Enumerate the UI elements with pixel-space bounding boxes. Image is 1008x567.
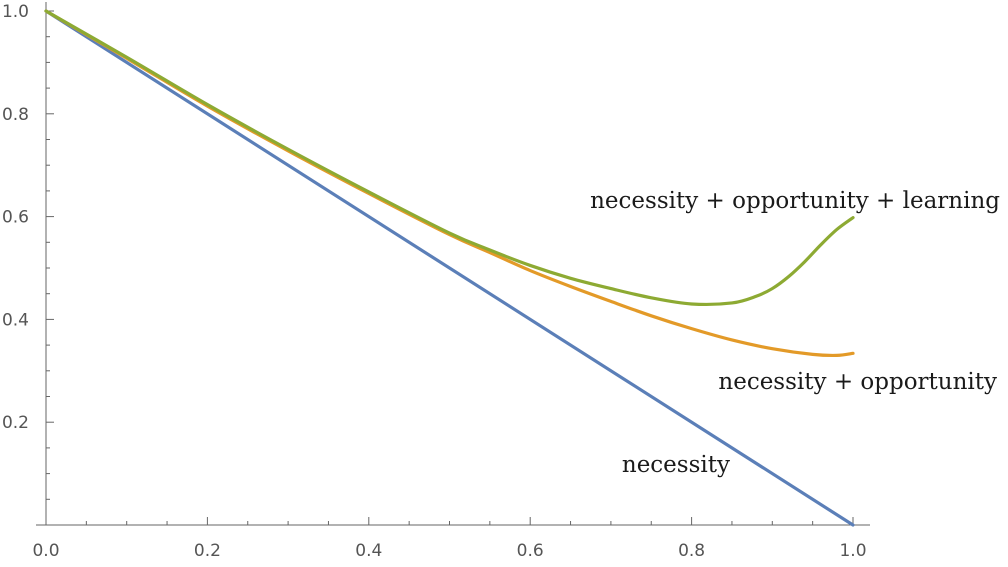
series-label-necessity: necessity xyxy=(622,452,730,478)
series-labels: necessity + opportunity + learning neces… xyxy=(590,188,1000,478)
y-tick-label: 1.0 xyxy=(2,2,29,22)
y-tick-label: 0.2 xyxy=(2,413,29,433)
y-tick-labels: 0.2 0.4 0.6 0.8 1.0 xyxy=(2,2,29,433)
x-tick-label: 0.0 xyxy=(32,541,59,561)
x-tick-label: 0.2 xyxy=(194,541,221,561)
series-line-necessity-opportunity-learning xyxy=(44,9,855,306)
series-label-opportunity: necessity + opportunity xyxy=(718,369,997,395)
y-tick-label: 0.4 xyxy=(2,310,29,330)
x-tick-label: 0.4 xyxy=(355,541,382,561)
tick-marks xyxy=(45,10,854,525)
x-tick-label: 1.0 xyxy=(839,541,866,561)
series-lines xyxy=(44,9,855,527)
axes xyxy=(36,2,870,526)
series-line-necessity xyxy=(44,9,855,527)
x-tick-label: 0.8 xyxy=(678,541,705,561)
x-tick-labels: 0.0 0.2 0.4 0.6 0.8 1.0 xyxy=(32,541,866,561)
x-tick-label: 0.6 xyxy=(517,541,544,561)
series-label-learning: necessity + opportunity + learning xyxy=(590,188,1000,214)
y-tick-label: 0.8 xyxy=(2,105,29,125)
y-tick-label: 0.6 xyxy=(2,208,29,228)
